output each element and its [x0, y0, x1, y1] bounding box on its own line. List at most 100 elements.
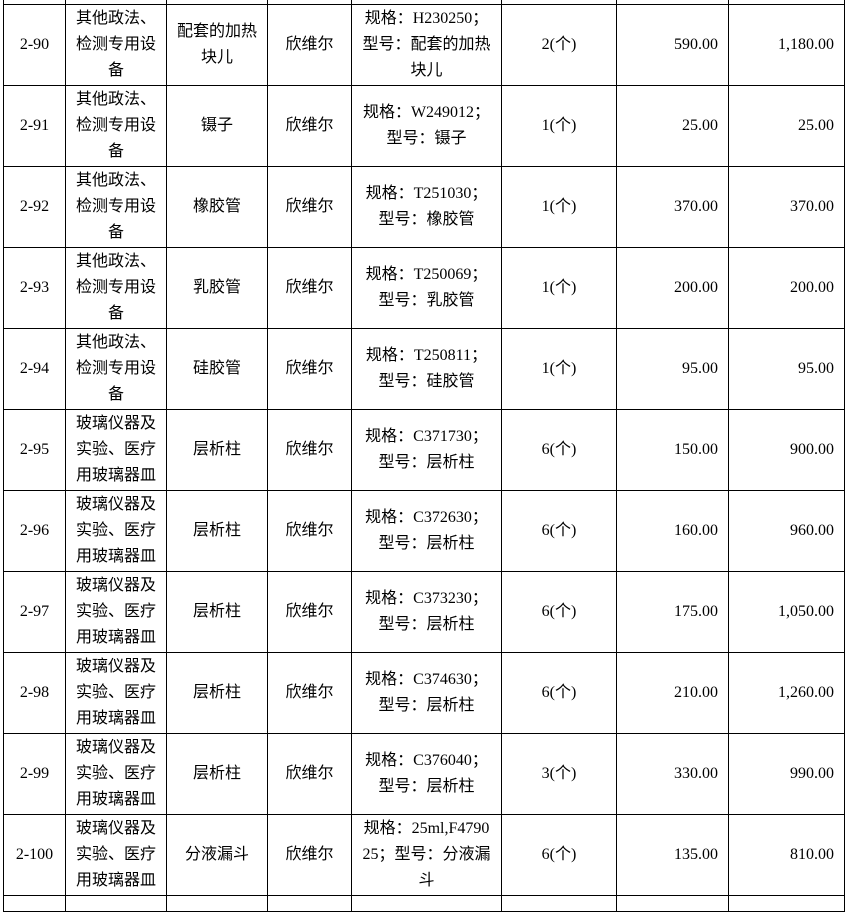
cell-category: 玻璃仪器及实验、医疗用玻璃器皿 [65, 814, 167, 896]
table-row: 2-94 其他政法、检测专用设备 硅胶管 欣维尔 规格：T250811；型号：硅… [3, 328, 845, 410]
partial-cell [728, 895, 845, 912]
cell-category: 其他政法、检测专用设备 [65, 247, 167, 329]
cell-brand: 欣维尔 [267, 166, 352, 248]
cell-brand: 欣维尔 [267, 409, 352, 491]
cell-quantity: 1(个) [501, 166, 617, 248]
cell-brand: 欣维尔 [267, 733, 352, 815]
cell-brand: 欣维尔 [267, 814, 352, 896]
table-row: 2-92 其他政法、检测专用设备 橡胶管 欣维尔 规格：T251030；型号：橡… [3, 166, 845, 248]
cell-item-name: 层析柱 [166, 490, 268, 572]
table-row: 2-100 玻璃仪器及实验、医疗用玻璃器皿 分液漏斗 欣维尔 规格：25ml,F… [3, 814, 845, 896]
cell-quantity: 3(个) [501, 733, 617, 815]
cell-category: 其他政法、检测专用设备 [65, 328, 167, 410]
cell-spec-model: 规格：C372630；型号：层析柱 [351, 490, 502, 572]
cell-quantity: 1(个) [501, 247, 617, 329]
cell-item-name: 硅胶管 [166, 328, 268, 410]
cell-item-id: 2-96 [3, 490, 66, 572]
cell-quantity: 6(个) [501, 409, 617, 491]
partial-cell [501, 895, 617, 912]
cell-total-price: 810.00 [728, 814, 845, 896]
cell-spec-model: 规格：T250069；型号：乳胶管 [351, 247, 502, 329]
cell-total-price: 95.00 [728, 328, 845, 410]
cell-unit-price: 95.00 [616, 328, 729, 410]
cell-total-price: 900.00 [728, 409, 845, 491]
partial-cell [3, 895, 66, 912]
cell-unit-price: 160.00 [616, 490, 729, 572]
cell-total-price: 990.00 [728, 733, 845, 815]
cell-unit-price: 210.00 [616, 652, 729, 734]
cell-category: 玻璃仪器及实验、医疗用玻璃器皿 [65, 733, 167, 815]
cell-item-id: 2-95 [3, 409, 66, 491]
cell-item-id: 2-90 [3, 4, 66, 86]
cell-brand: 欣维尔 [267, 247, 352, 329]
procurement-items-table: 2-90 其他政法、检测专用设备 配套的加热块儿 欣维尔 规格：H230250；… [3, 0, 845, 912]
cell-unit-price: 25.00 [616, 85, 729, 167]
cell-category: 其他政法、检测专用设备 [65, 166, 167, 248]
cell-category: 玻璃仪器及实验、医疗用玻璃器皿 [65, 409, 167, 491]
cell-unit-price: 135.00 [616, 814, 729, 896]
cell-item-id: 2-99 [3, 733, 66, 815]
cell-unit-price: 150.00 [616, 409, 729, 491]
cell-unit-price: 200.00 [616, 247, 729, 329]
cell-spec-model: 规格：H230250；型号：配套的加热块儿 [351, 4, 502, 86]
table-row: 2-95 玻璃仪器及实验、医疗用玻璃器皿 层析柱 欣维尔 规格：C371730；… [3, 409, 845, 491]
cell-quantity: 1(个) [501, 85, 617, 167]
partial-cell [351, 895, 502, 912]
table-row: 2-96 玻璃仪器及实验、医疗用玻璃器皿 层析柱 欣维尔 规格：C372630；… [3, 490, 845, 572]
cell-category: 玻璃仪器及实验、医疗用玻璃器皿 [65, 571, 167, 653]
partial-cell [616, 895, 729, 912]
cell-total-price: 200.00 [728, 247, 845, 329]
cell-unit-price: 370.00 [616, 166, 729, 248]
cell-item-name: 镊子 [166, 85, 268, 167]
table-row: 2-90 其他政法、检测专用设备 配套的加热块儿 欣维尔 规格：H230250；… [3, 4, 845, 86]
cell-spec-model: 规格：C374630；型号：层析柱 [351, 652, 502, 734]
cell-quantity: 2(个) [501, 4, 617, 86]
cell-unit-price: 330.00 [616, 733, 729, 815]
cell-category: 玻璃仪器及实验、医疗用玻璃器皿 [65, 490, 167, 572]
cell-brand: 欣维尔 [267, 490, 352, 572]
table-row: 2-97 玻璃仪器及实验、医疗用玻璃器皿 层析柱 欣维尔 规格：C373230；… [3, 571, 845, 653]
cell-category: 玻璃仪器及实验、医疗用玻璃器皿 [65, 652, 167, 734]
partial-cell [166, 895, 268, 912]
cell-quantity: 1(个) [501, 328, 617, 410]
cell-total-price: 1,180.00 [728, 4, 845, 86]
cell-brand: 欣维尔 [267, 652, 352, 734]
cell-spec-model: 规格：W249012；型号：镊子 [351, 85, 502, 167]
cell-quantity: 6(个) [501, 652, 617, 734]
partial-cell [267, 895, 352, 912]
cell-item-name: 橡胶管 [166, 166, 268, 248]
table-row: 2-91 其他政法、检测专用设备 镊子 欣维尔 规格：W249012；型号：镊子… [3, 85, 845, 167]
table-row: 2-98 玻璃仪器及实验、医疗用玻璃器皿 层析柱 欣维尔 规格：C374630；… [3, 652, 845, 734]
cell-spec-model: 规格：25ml,F479025；型号：分液漏斗 [351, 814, 502, 896]
cell-unit-price: 175.00 [616, 571, 729, 653]
cell-total-price: 1,050.00 [728, 571, 845, 653]
cell-item-name: 分液漏斗 [166, 814, 268, 896]
cell-item-id: 2-98 [3, 652, 66, 734]
cell-quantity: 6(个) [501, 814, 617, 896]
cell-category: 其他政法、检测专用设备 [65, 4, 167, 86]
cell-total-price: 960.00 [728, 490, 845, 572]
cell-spec-model: 规格：C371730；型号：层析柱 [351, 409, 502, 491]
cell-total-price: 1,260.00 [728, 652, 845, 734]
cell-quantity: 6(个) [501, 571, 617, 653]
cell-spec-model: 规格：C376040；型号：层析柱 [351, 733, 502, 815]
cell-brand: 欣维尔 [267, 85, 352, 167]
cell-item-name: 层析柱 [166, 733, 268, 815]
cell-unit-price: 590.00 [616, 4, 729, 86]
cell-item-name: 层析柱 [166, 571, 268, 653]
cell-total-price: 25.00 [728, 85, 845, 167]
table-row: 2-99 玻璃仪器及实验、医疗用玻璃器皿 层析柱 欣维尔 规格：C376040；… [3, 733, 845, 815]
cell-item-name: 层析柱 [166, 409, 268, 491]
cell-spec-model: 规格：T250811；型号：硅胶管 [351, 328, 502, 410]
cell-item-id: 2-93 [3, 247, 66, 329]
cell-quantity: 6(个) [501, 490, 617, 572]
cell-brand: 欣维尔 [267, 571, 352, 653]
partial-cell [65, 895, 167, 912]
partial-row-bottom [3, 895, 845, 912]
cell-category: 其他政法、检测专用设备 [65, 85, 167, 167]
cell-total-price: 370.00 [728, 166, 845, 248]
cell-item-name: 层析柱 [166, 652, 268, 734]
cell-brand: 欣维尔 [267, 4, 352, 86]
cell-item-id: 2-94 [3, 328, 66, 410]
